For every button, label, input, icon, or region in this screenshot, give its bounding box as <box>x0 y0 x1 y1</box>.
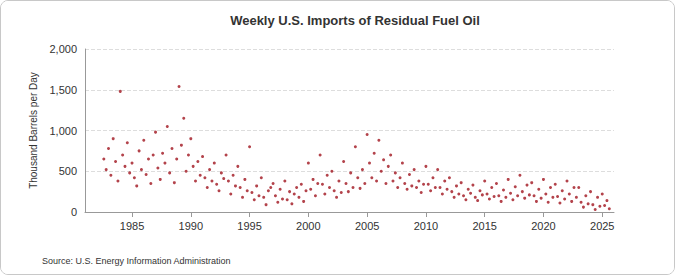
svg-text:2000: 2000 <box>296 220 320 232</box>
svg-text:500: 500 <box>59 165 77 177</box>
svg-text:2010: 2010 <box>414 220 438 232</box>
svg-text:1,500: 1,500 <box>49 84 77 96</box>
svg-text:0: 0 <box>71 206 77 218</box>
svg-text:Weekly U.S. Imports of Residua: Weekly U.S. Imports of Residual Fuel Oil <box>230 13 480 28</box>
svg-text:1995: 1995 <box>237 220 261 232</box>
svg-text:2,000: 2,000 <box>49 43 77 55</box>
svg-text:1,000: 1,000 <box>49 125 77 137</box>
svg-text:Thousand Barrels per Day: Thousand Barrels per Day <box>28 72 39 189</box>
svg-text:1990: 1990 <box>179 220 203 232</box>
svg-text:Source: U.S. Energy Informatio: Source: U.S. Energy Information Administ… <box>42 256 231 266</box>
svg-text:2005: 2005 <box>355 220 379 232</box>
svg-text:1985: 1985 <box>120 220 144 232</box>
svg-text:2020: 2020 <box>531 220 555 232</box>
svg-text:2025: 2025 <box>590 220 614 232</box>
svg-text:2015: 2015 <box>472 220 496 232</box>
